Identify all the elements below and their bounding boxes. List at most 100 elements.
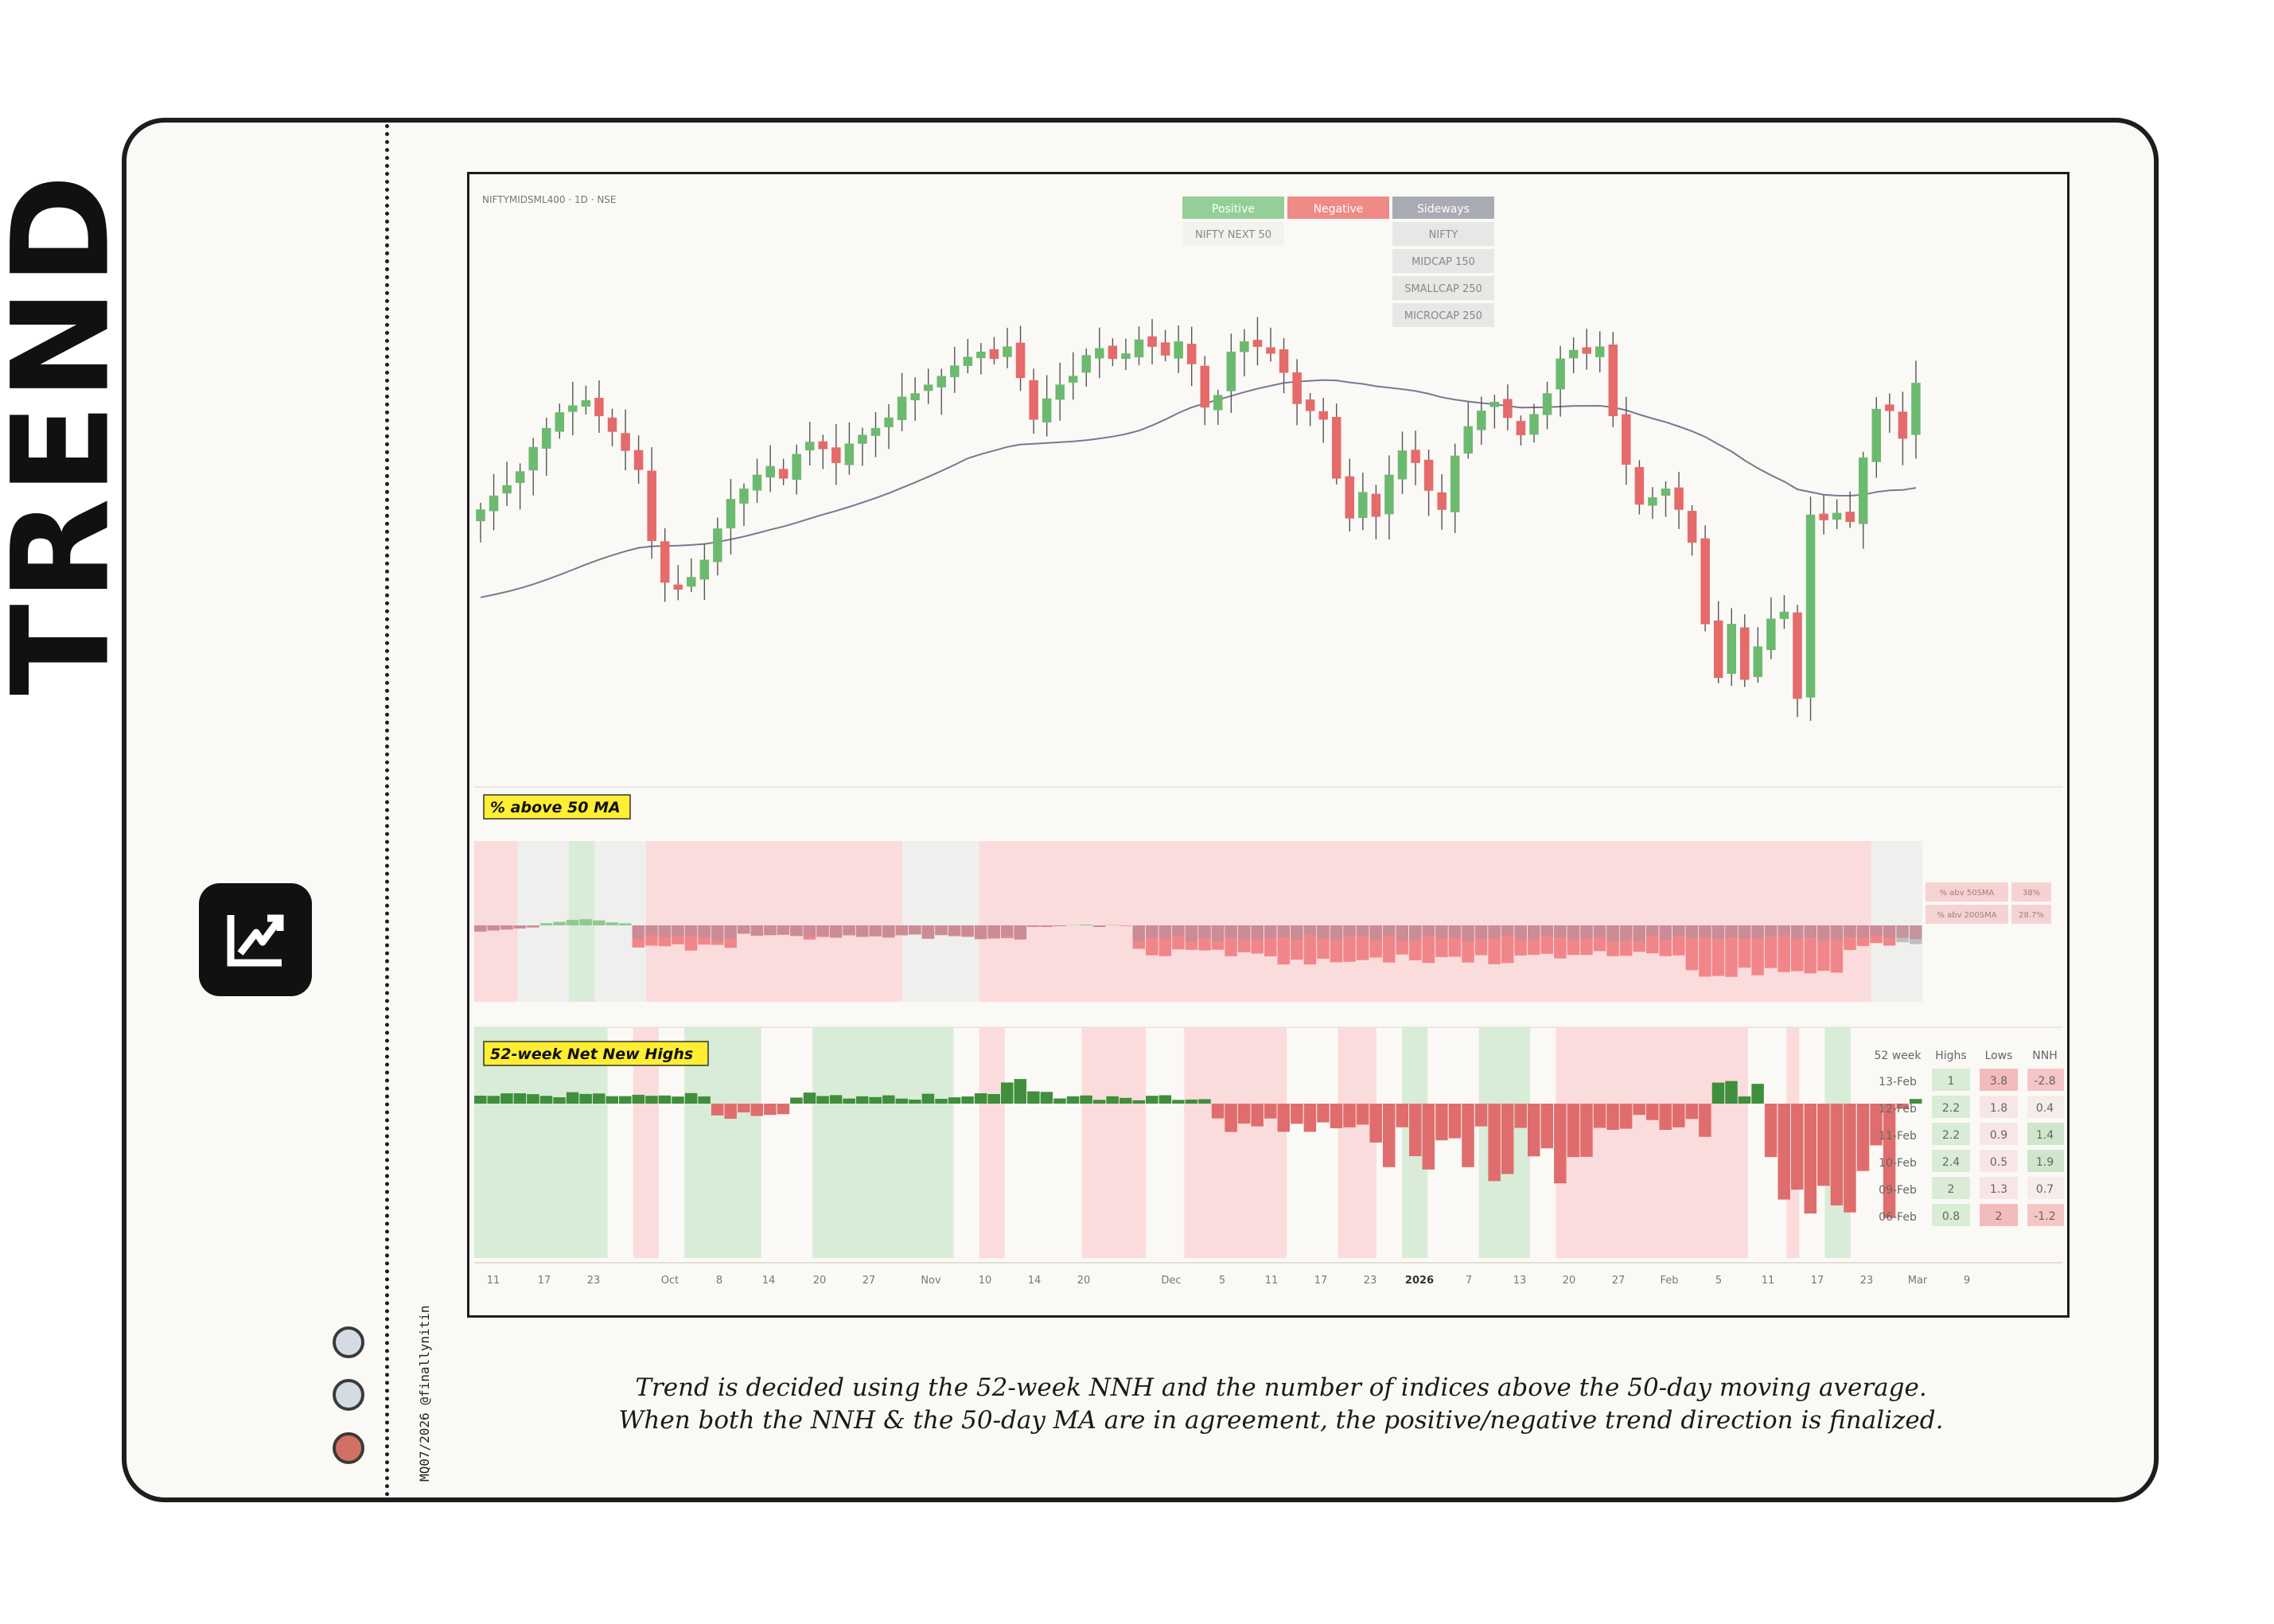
pct-bar-200	[513, 925, 527, 929]
nnh-bar	[1225, 1104, 1237, 1132]
nnh-bar	[961, 1096, 974, 1104]
pct-bar	[553, 921, 566, 925]
pct-bar-200	[777, 925, 790, 935]
pct-bar-200	[711, 925, 724, 941]
nnh-bar	[605, 1096, 618, 1104]
table-cell	[2011, 905, 2051, 924]
candle-body	[1885, 404, 1894, 411]
candle-body	[1805, 514, 1816, 698]
pct-bar-200	[1158, 925, 1172, 940]
candle-body	[568, 405, 578, 412]
nnh-bar	[1659, 1104, 1672, 1131]
candle-body	[989, 349, 999, 360]
candle-body	[1266, 347, 1275, 354]
candle-body	[1055, 384, 1065, 400]
table-header: Highs	[1935, 1050, 1966, 1062]
nav-dot-3-active[interactable]	[333, 1432, 364, 1464]
table-lows: 1.8	[1990, 1102, 2007, 1115]
nnh-bar	[909, 1099, 921, 1104]
table-header: Lows	[1985, 1050, 2013, 1062]
pct-bar-200	[698, 925, 711, 937]
nnh-bar	[1474, 1104, 1488, 1127]
x-tick-label: 27	[862, 1275, 876, 1287]
nnh-bar	[1462, 1104, 1474, 1167]
nnh-bar	[1001, 1082, 1014, 1104]
pct-bar-200	[527, 925, 539, 928]
regime-band	[1871, 841, 1922, 1002]
candle-body	[713, 528, 722, 563]
x-tick-label: 17	[538, 1275, 551, 1287]
table-cell	[2027, 1204, 2064, 1226]
x-tick-label: 2026	[1405, 1275, 1434, 1287]
candle-body	[1358, 492, 1368, 519]
pct-bar-200	[1422, 925, 1435, 936]
nnh-bar	[1053, 1098, 1066, 1104]
pct-bar-200	[658, 925, 672, 937]
nnh-bar	[816, 1096, 829, 1104]
candle-body	[1529, 414, 1539, 435]
nav-dot-1[interactable]	[333, 1326, 364, 1358]
nnh-bar	[566, 1092, 579, 1104]
candle-body	[1463, 426, 1473, 454]
candle-body	[1240, 341, 1249, 352]
legend-cell	[1392, 303, 1494, 327]
pct-bar-200	[1619, 925, 1633, 941]
svg-text:% above 50 MA: % above 50 MA	[490, 799, 621, 816]
nnh-bar	[1751, 1084, 1764, 1104]
candle-body	[621, 433, 630, 451]
legend-header: Positive	[1212, 203, 1255, 216]
table-cell	[1980, 1096, 2018, 1118]
pct-bar-200	[1633, 925, 1645, 941]
candle-body	[1648, 497, 1657, 506]
table-cell	[1980, 1150, 2018, 1172]
candle-body	[1305, 399, 1315, 411]
pct-bar-200	[1172, 925, 1185, 937]
pct-bar-200	[1856, 925, 1870, 938]
pct-bar-200	[672, 925, 684, 937]
nnh-bar	[1619, 1104, 1633, 1129]
candle-body	[1200, 365, 1209, 408]
x-tick-label: 5	[1219, 1275, 1225, 1287]
nnh-bar	[1066, 1096, 1080, 1104]
candle-body	[594, 398, 604, 417]
candle-body	[1608, 345, 1618, 417]
pct-bar-200	[1909, 925, 1922, 940]
pct-bar-200	[1303, 925, 1317, 936]
candle-body	[1489, 402, 1500, 407]
x-tick-label: 20	[1077, 1275, 1091, 1287]
pct-bar-200	[474, 925, 487, 932]
table-highs: 2.2	[1942, 1129, 1960, 1142]
candle-body	[555, 412, 565, 432]
pct-bar	[579, 919, 592, 925]
pct-bar-200	[1659, 925, 1672, 941]
legend-header-bg	[1287, 197, 1389, 219]
pct-bar-200	[1448, 925, 1462, 938]
nnh-bar	[1264, 1104, 1277, 1119]
pct-bar-200	[1040, 925, 1053, 927]
pct-bar-200	[1528, 925, 1540, 940]
table-date: 11-Feb	[1879, 1130, 1917, 1143]
pct-bar-200	[1685, 925, 1699, 939]
nav-dot-2[interactable]	[333, 1379, 364, 1411]
legend-item: NIFTY	[1429, 229, 1458, 241]
pct-bar-200	[855, 925, 869, 937]
pct-bar	[1725, 925, 1738, 977]
nnh-bar	[1291, 1104, 1303, 1124]
pct-bar-200	[1317, 925, 1330, 939]
nnh-bar	[1330, 1104, 1343, 1128]
x-tick-label: 17	[1314, 1275, 1328, 1287]
candle-body	[1042, 398, 1052, 423]
candle-body	[581, 399, 591, 407]
table-header: NNH	[2032, 1050, 2057, 1062]
nnh-bar	[1844, 1104, 1856, 1213]
pct-bar	[1303, 925, 1317, 965]
candle-body	[1740, 627, 1750, 680]
pct-above-ma-bars	[474, 919, 1922, 977]
pct-bar-200	[1053, 925, 1066, 927]
candle-body	[1687, 511, 1697, 543]
nnh-bar	[855, 1096, 869, 1104]
pct-bar-200	[1356, 925, 1369, 937]
candle-body	[792, 454, 801, 480]
nnh-bar	[1580, 1104, 1593, 1157]
nnh-bar	[829, 1095, 843, 1104]
